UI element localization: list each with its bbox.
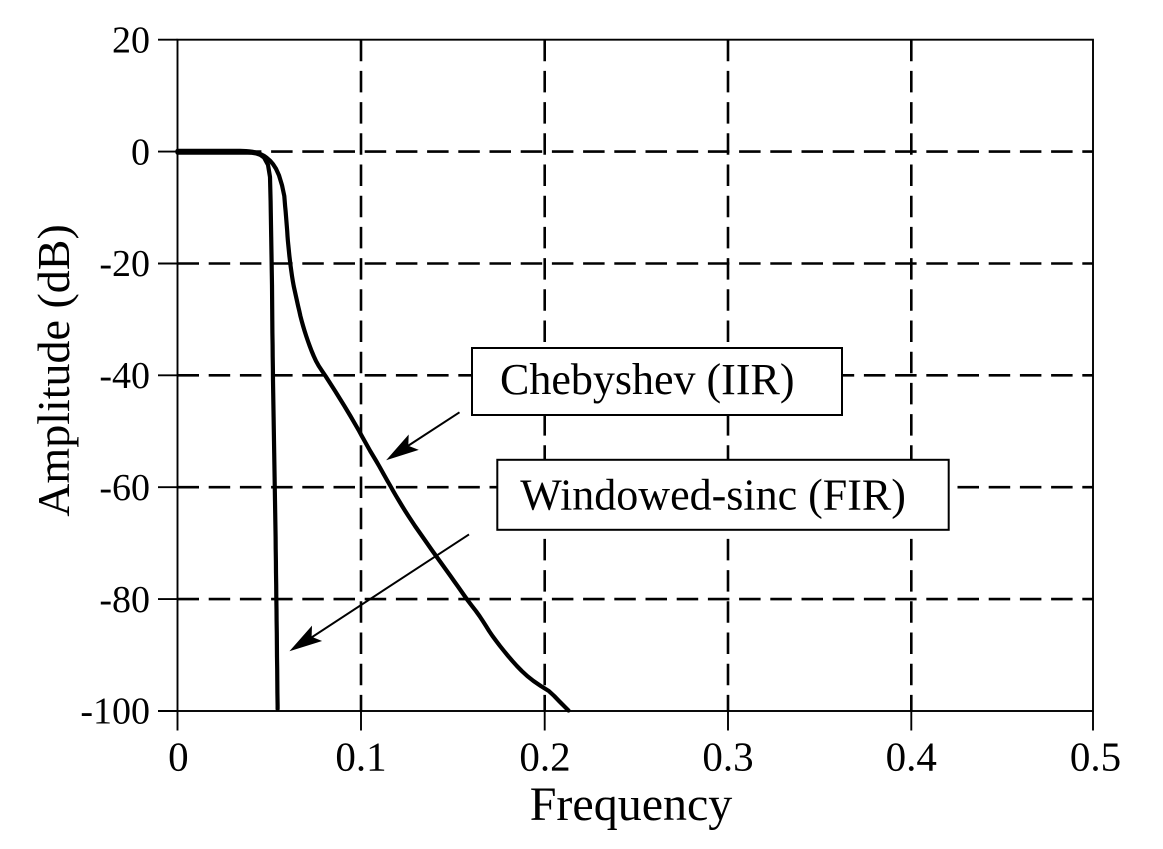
svg-text:-20: -20 xyxy=(99,243,150,285)
svg-text:0.1: 0.1 xyxy=(335,734,386,780)
svg-text:-100: -100 xyxy=(80,691,150,733)
svg-text:20: 20 xyxy=(112,20,150,62)
svg-text:-80: -80 xyxy=(99,579,150,621)
svg-text:0.4: 0.4 xyxy=(886,734,937,780)
svg-text:0.2: 0.2 xyxy=(519,734,570,780)
svg-text:Chebyshev (IIR): Chebyshev (IIR) xyxy=(500,355,795,404)
svg-text:0: 0 xyxy=(168,734,189,780)
svg-text:0.3: 0.3 xyxy=(702,734,753,780)
svg-text:-60: -60 xyxy=(99,467,150,509)
svg-text:Windowed-sinc (FIR): Windowed-sinc (FIR) xyxy=(520,471,906,520)
svg-text:0.5: 0.5 xyxy=(1070,734,1121,780)
svg-text:Frequency: Frequency xyxy=(530,778,733,831)
svg-text:0: 0 xyxy=(131,131,150,173)
svg-text:Amplitude (dB): Amplitude (dB) xyxy=(28,224,79,517)
svg-text:-40: -40 xyxy=(99,355,150,397)
